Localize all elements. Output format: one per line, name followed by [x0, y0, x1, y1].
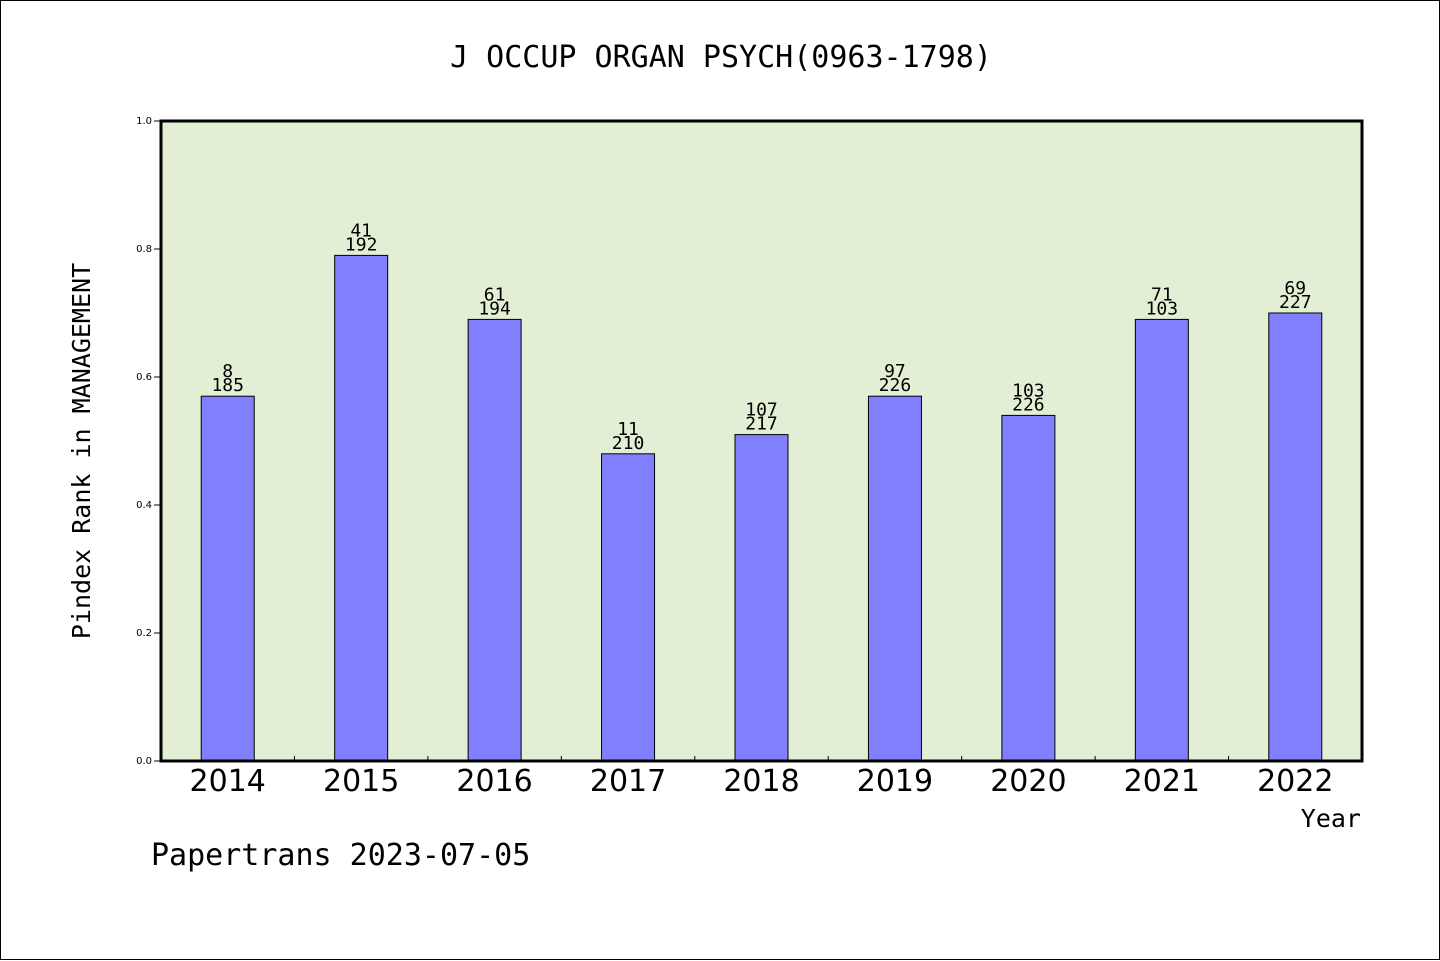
bar-label-top: 103 — [1012, 380, 1045, 401]
bar-2021 — [1134, 318, 1189, 762]
bar-label-bottom: 192 — [345, 234, 378, 255]
bar-label-top: 8 — [222, 361, 233, 382]
bar-label-top: 41 — [350, 220, 372, 241]
bar-label-bottom: 194 — [478, 298, 511, 319]
bar-label-top: 61 — [484, 284, 506, 305]
x-axis-ticks: 2014 2015 2016 2017 2018 2019 2020 2021 2022 — [190, 756, 1333, 799]
chart-title: J OCCUP ORGAN PSYCH(0963-1798) — [450, 40, 992, 75]
bar-label-bottom: 226 — [879, 375, 912, 396]
y-tick-label: 0.0 — [136, 756, 152, 767]
x-tick-label: 2015 — [323, 764, 399, 799]
y-tick-label: 0.8 — [136, 244, 152, 255]
y-tick-label: 0.2 — [136, 628, 152, 639]
bar-label-bottom: 103 — [1146, 298, 1179, 319]
footer-credit: Papertrans 2023-07-05 — [151, 838, 530, 873]
y-axis-label: Pindex Rank in MANAGEMENT — [67, 263, 96, 639]
bar-2020 — [1001, 414, 1056, 762]
bar-2022 — [1268, 312, 1323, 762]
y-tick-label: 1.0 — [136, 116, 152, 127]
bar-label-top: 97 — [884, 361, 906, 382]
y-axis-ticks: 0.0 0.2 0.4 0.6 0.8 1.0 — [136, 116, 161, 767]
bar-label-top: 71 — [1151, 284, 1173, 305]
x-tick-label: 2016 — [456, 764, 532, 799]
bar-label-top: 107 — [745, 400, 778, 421]
bar-2016 — [467, 318, 522, 762]
bar-label-top: 69 — [1284, 278, 1306, 299]
bar-2014 — [200, 395, 255, 762]
x-tick-label: 2014 — [190, 764, 266, 799]
bar-label-bottom: 210 — [612, 433, 645, 454]
bar-label-top: 11 — [617, 419, 639, 440]
bar-2017 — [601, 453, 656, 762]
x-tick-label: 2019 — [857, 764, 933, 799]
x-tick-label: 2021 — [1124, 764, 1200, 799]
bar-series — [200, 254, 1323, 762]
y-tick-label: 0.4 — [136, 500, 152, 511]
x-tick-label: 2020 — [990, 764, 1066, 799]
bar-label-bottom: 226 — [1012, 394, 1045, 415]
x-axis-label: Year — [1301, 804, 1361, 833]
bar-2019 — [867, 395, 922, 762]
bar-label-bottom: 227 — [1279, 292, 1312, 313]
y-tick-label: 0.6 — [136, 372, 152, 383]
plot-border — [159, 119, 1364, 763]
bar-label-bottom: 217 — [745, 414, 778, 435]
x-tick-label: 2017 — [590, 764, 666, 799]
bar-label-bottom: 185 — [211, 375, 244, 396]
bar-2018 — [734, 434, 789, 762]
x-tick-label: 2022 — [1257, 764, 1333, 799]
bar-2015 — [334, 254, 389, 762]
x-tick-label: 2018 — [723, 764, 799, 799]
